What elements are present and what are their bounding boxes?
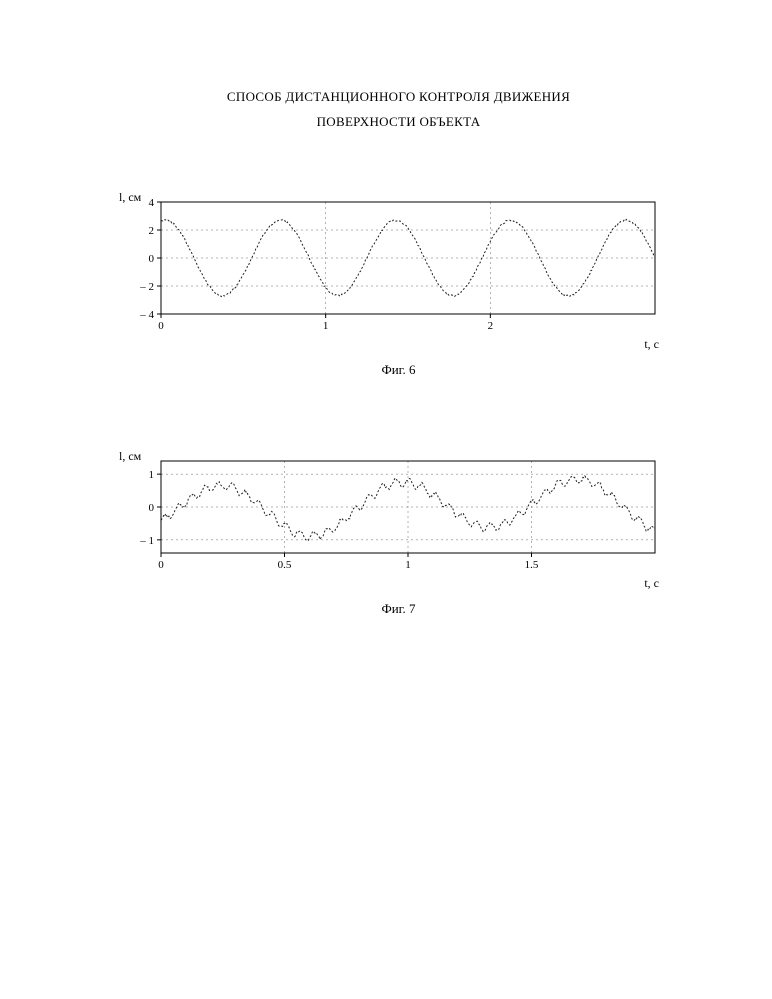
title-line-2: ПОВЕРХНОСТИ ОБЪЕКТА (115, 110, 682, 135)
svg-text:0.5: 0.5 (278, 559, 292, 571)
svg-text:0: 0 (158, 559, 164, 571)
svg-text:0: 0 (158, 320, 164, 332)
svg-text:0: 0 (149, 253, 155, 265)
figure-7-caption: Фиг. 7 (115, 601, 682, 617)
svg-text:4: 4 (149, 197, 155, 209)
svg-text:0: 0 (149, 502, 155, 514)
svg-text:1: 1 (149, 470, 155, 482)
svg-text:– 4: – 4 (139, 309, 154, 321)
figure-7-block: l, см – 10100.511.5 t, c Фиг. 7 (115, 453, 682, 617)
svg-text:2: 2 (488, 320, 494, 332)
title-line-1: СПОСОБ ДИСТАНЦИОННОГО КОНТРОЛЯ ДВИЖЕНИЯ (115, 85, 682, 110)
fig7-xlabel: t, c (644, 576, 659, 591)
figure-6-chart: – 4 – 2 0 2 4 0 1 2 (125, 194, 665, 334)
fig7-ylabel: l, см (119, 449, 141, 464)
figure-7-frame: l, см – 10100.511.5 t, c (125, 453, 665, 573)
figure-6-block: l, см – 4– 2024012 t, c Фиг. 6 (115, 194, 682, 378)
svg-text:– 1: – 1 (139, 535, 154, 547)
figure-6-caption: Фиг. 6 (115, 362, 682, 378)
figure-7-chart: – 1 0 1 0 0.5 1 1.5 (125, 453, 665, 573)
document-title: СПОСОБ ДИСТАНЦИОННОГО КОНТРОЛЯ ДВИЖЕНИЯ … (115, 85, 682, 134)
svg-text:2: 2 (149, 225, 155, 237)
svg-text:1: 1 (323, 320, 329, 332)
fig6-xlabel: t, c (644, 337, 659, 352)
svg-text:1: 1 (405, 559, 411, 571)
svg-text:– 2: – 2 (139, 281, 154, 293)
figure-6-frame: l, см – 4– 2024012 t, c (125, 194, 665, 334)
fig6-ylabel: l, см (119, 190, 141, 205)
svg-text:1.5: 1.5 (525, 559, 539, 571)
